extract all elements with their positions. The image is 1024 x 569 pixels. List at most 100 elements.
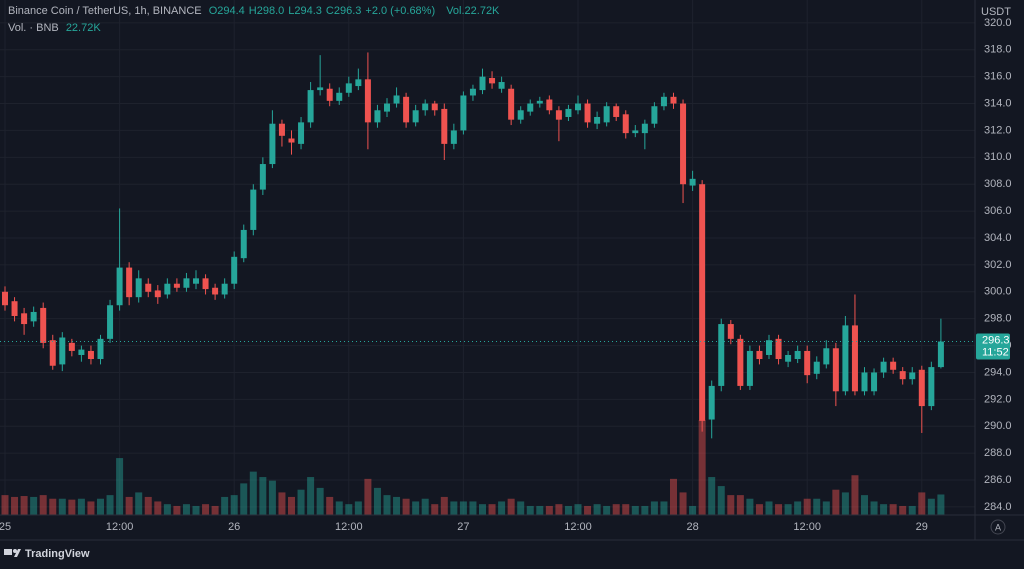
candle-body bbox=[393, 95, 400, 104]
candle-body bbox=[364, 79, 371, 123]
countdown-label: 11:52 bbox=[982, 346, 1009, 358]
volume-bar bbox=[278, 492, 286, 515]
y-tick-label: 308.0 bbox=[984, 178, 1012, 190]
candle-body bbox=[126, 267, 133, 298]
volume-bar bbox=[564, 505, 572, 515]
y-tick-label: 292.0 bbox=[984, 393, 1012, 405]
volume-bar bbox=[650, 501, 658, 515]
candle-body bbox=[479, 76, 486, 91]
candle-body bbox=[804, 350, 811, 376]
volume-bar bbox=[49, 498, 57, 515]
candle-body bbox=[231, 256, 238, 284]
x-tick-label: 25 bbox=[0, 521, 11, 533]
candle-body bbox=[813, 361, 820, 374]
candle-body bbox=[508, 88, 515, 120]
candle-body bbox=[250, 189, 257, 230]
volume-bar bbox=[670, 478, 677, 515]
candle-body bbox=[403, 96, 410, 123]
volume-bar bbox=[822, 501, 830, 515]
volume-bar bbox=[851, 475, 859, 515]
axis: 284.0286.0288.0290.0292.0294.0296.0298.0… bbox=[0, 17, 1012, 533]
candle-body bbox=[489, 77, 496, 84]
volume-bar bbox=[30, 496, 38, 515]
candle-body bbox=[412, 110, 419, 123]
volume-bar bbox=[459, 501, 467, 515]
candle-body bbox=[212, 287, 219, 295]
candle-body bbox=[59, 337, 66, 365]
candle-body bbox=[326, 88, 333, 101]
volume-bar bbox=[125, 496, 133, 515]
y-tick-label: 316.0 bbox=[984, 71, 1012, 83]
candle-body bbox=[775, 338, 782, 360]
volume-bar bbox=[268, 480, 276, 515]
candle-body bbox=[594, 116, 601, 124]
volume-bar bbox=[679, 492, 687, 515]
candle-body bbox=[871, 372, 878, 392]
candle-body bbox=[336, 92, 343, 101]
y-tick-label: 302.0 bbox=[984, 259, 1012, 271]
volume-bar bbox=[154, 501, 162, 515]
x-tick-label: 12:00 bbox=[106, 521, 134, 533]
volume-bar bbox=[736, 495, 744, 515]
candle-body bbox=[441, 108, 448, 144]
candle-body bbox=[107, 305, 114, 339]
candle-body bbox=[517, 110, 524, 120]
volume-bar bbox=[708, 477, 716, 515]
volume-bar bbox=[173, 505, 181, 515]
candle-body bbox=[670, 96, 677, 104]
candle-body bbox=[173, 283, 180, 288]
candle-body bbox=[469, 88, 476, 96]
candle-body bbox=[97, 338, 104, 360]
auto-scale-label[interactable]: A bbox=[995, 522, 1001, 532]
volume-bar bbox=[746, 498, 754, 515]
volume-bar bbox=[77, 498, 85, 515]
candle-body bbox=[603, 106, 610, 123]
candle-body bbox=[355, 79, 362, 87]
volume-pane bbox=[1, 420, 945, 515]
volume-bar bbox=[259, 477, 267, 515]
grid bbox=[0, 0, 975, 515]
volume-bar bbox=[631, 505, 639, 515]
volume-bar bbox=[421, 498, 429, 515]
candle-body bbox=[794, 350, 801, 360]
volume-value: 22.72K bbox=[65, 22, 101, 34]
logo bbox=[4, 549, 21, 557]
volume-bar bbox=[345, 504, 353, 515]
candle-body bbox=[345, 83, 352, 93]
volume-bar bbox=[755, 504, 763, 515]
y-tick-label: 318.0 bbox=[984, 44, 1012, 56]
x-tick-label: 27 bbox=[457, 521, 469, 533]
volume-bar bbox=[660, 501, 668, 515]
candle-body bbox=[116, 267, 123, 306]
auto-scale-button[interactable] bbox=[990, 519, 1006, 535]
volume-bar bbox=[297, 489, 305, 515]
candle-body bbox=[164, 283, 171, 295]
candle-body bbox=[527, 103, 534, 112]
x-tick-label: 26 bbox=[228, 521, 240, 533]
ohlc-values: O294.4 H298.0 L294.3 C296.3 +2.0 (+0.68%) bbox=[209, 5, 439, 17]
volume-bar bbox=[574, 504, 582, 515]
symbol-legend: Binance Coin / TetherUS, 1h, BINANCE O29… bbox=[8, 5, 503, 17]
y-tick-label: 314.0 bbox=[984, 97, 1012, 109]
candle-body bbox=[68, 342, 75, 351]
candle-body bbox=[937, 341, 944, 368]
volume-bar bbox=[97, 498, 104, 515]
candle-body bbox=[746, 350, 753, 386]
volume-bar bbox=[240, 483, 248, 515]
candle-body bbox=[536, 100, 543, 104]
candle-body bbox=[193, 278, 199, 284]
volume-bar bbox=[163, 504, 171, 515]
volume-bar bbox=[612, 504, 620, 515]
candle-body bbox=[823, 348, 830, 365]
volume-bar bbox=[211, 505, 219, 515]
volume-bar bbox=[937, 494, 945, 515]
candle-body bbox=[317, 87, 324, 91]
candle-body bbox=[680, 103, 687, 185]
volume-bar bbox=[861, 495, 868, 515]
volume-bar bbox=[326, 496, 334, 515]
x-tick-label: 12:00 bbox=[564, 521, 592, 533]
volume-bar bbox=[803, 498, 811, 515]
y-tick-label: 304.0 bbox=[984, 232, 1012, 244]
